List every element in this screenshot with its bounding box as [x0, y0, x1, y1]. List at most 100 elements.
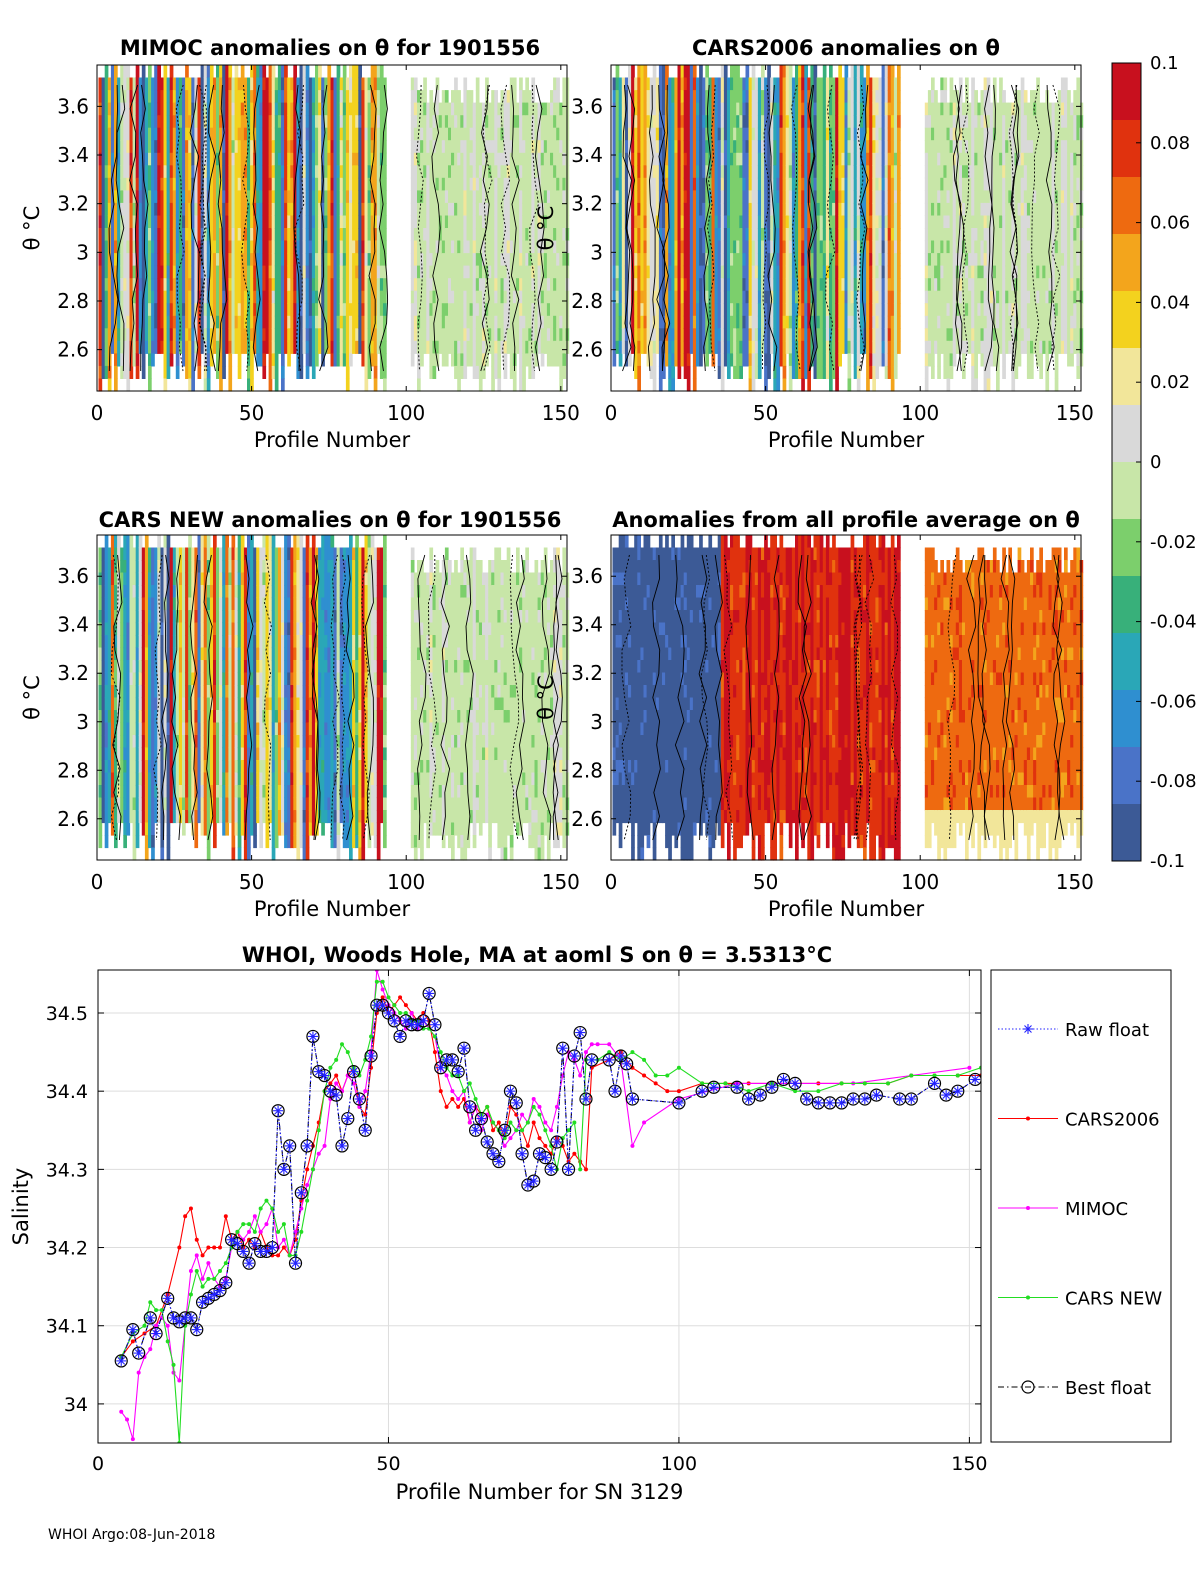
- colorbar-segment: [1112, 576, 1141, 634]
- data-point: [276, 1230, 280, 1234]
- data-point: [627, 1094, 637, 1104]
- y-tick-label: 2.8: [571, 758, 603, 782]
- data-point: [459, 1043, 469, 1053]
- data-point: [305, 1167, 309, 1171]
- colorbar-tick-label: 0: [1150, 452, 1161, 473]
- data-point: [538, 1136, 542, 1140]
- data-point: [497, 1120, 501, 1124]
- series-line: [121, 997, 981, 1357]
- data-point: [654, 1081, 658, 1085]
- data-point: [468, 1120, 472, 1124]
- data-point: [172, 1363, 176, 1367]
- data-point: [189, 1269, 193, 1273]
- data-point: [564, 1164, 574, 1174]
- data-point: [192, 1325, 202, 1335]
- data-point: [445, 1074, 449, 1078]
- data-point: [555, 1105, 559, 1109]
- data-point: [953, 1086, 963, 1096]
- data-point: [311, 1167, 315, 1171]
- legend-marker: [1026, 1296, 1030, 1300]
- data-point: [383, 1008, 393, 1018]
- y-axis-label: θ °C: [534, 206, 558, 251]
- data-point: [569, 1051, 579, 1061]
- colorbar-tick-label: 0.02: [1150, 372, 1190, 393]
- colorbar-tick-label: -0.08: [1150, 771, 1197, 792]
- data-point: [575, 1028, 585, 1038]
- legend-marker: [1026, 1117, 1030, 1121]
- data-point: [837, 1098, 847, 1108]
- data-point: [445, 1105, 449, 1109]
- x-tick-label: 0: [91, 401, 104, 425]
- data-point: [177, 1246, 181, 1250]
- data-point: [677, 1089, 681, 1093]
- data-point: [386, 995, 390, 999]
- series-line: [121, 970, 969, 1439]
- colorbar-segment: [1112, 120, 1141, 178]
- data-point: [840, 1081, 844, 1085]
- data-point: [349, 1067, 359, 1077]
- axes-frame: [98, 970, 981, 1443]
- series-line: [121, 982, 981, 1443]
- data-point: [218, 1269, 222, 1273]
- series-mimoc: [119, 968, 971, 1441]
- data-point: [895, 1094, 905, 1104]
- data-point: [485, 1105, 489, 1109]
- data-point: [189, 1292, 193, 1296]
- data-point: [778, 1074, 788, 1084]
- data-point: [148, 1347, 152, 1351]
- y-tick-label: 34.2: [46, 1238, 88, 1260]
- data-point: [154, 1308, 158, 1312]
- data-point: [930, 1078, 940, 1088]
- chart-title: WHOI, Woods Hole, MA at aoml S on θ = 3.…: [242, 943, 832, 967]
- data-point: [334, 1058, 338, 1062]
- data-point: [395, 1031, 405, 1041]
- y-tick-label: 3.2: [571, 661, 603, 685]
- data-point: [195, 1253, 199, 1257]
- y-tick-label: 3.2: [571, 192, 603, 216]
- data-point: [825, 1098, 835, 1108]
- data-point: [238, 1246, 248, 1256]
- data-point: [116, 1356, 126, 1366]
- data-point: [334, 1074, 338, 1078]
- data-point: [447, 1055, 457, 1065]
- data-point: [363, 1089, 367, 1093]
- x-tick-label: 100: [661, 1453, 697, 1475]
- y-tick-label: 3: [590, 240, 603, 264]
- legend-label: Best float: [1065, 1378, 1151, 1399]
- data-point: [697, 1086, 707, 1096]
- data-point: [558, 1043, 568, 1053]
- y-axis-label: Salinity: [9, 1168, 33, 1246]
- data-point: [250, 1239, 260, 1249]
- legend-label: Raw float: [1065, 1020, 1149, 1041]
- x-axis-label: Profile Number: [254, 428, 411, 452]
- y-tick-label: 3.4: [57, 143, 89, 167]
- data-point: [145, 1313, 155, 1323]
- y-tick-label: 3.6: [571, 564, 603, 588]
- data-point: [665, 1074, 669, 1078]
- data-point: [503, 1144, 507, 1148]
- x-tick-label: 50: [753, 401, 778, 425]
- data-point: [244, 1258, 254, 1268]
- x-tick-label: 150: [951, 1453, 987, 1475]
- y-tick-label: 3.4: [57, 613, 89, 637]
- data-point: [264, 1199, 268, 1203]
- colorbar-tick-label: -0.06: [1150, 691, 1197, 712]
- y-tick-label: 3.6: [571, 94, 603, 118]
- data-point: [848, 1094, 858, 1104]
- colorbar-tick-label: -0.02: [1150, 532, 1197, 553]
- data-point: [543, 1128, 547, 1132]
- data-point: [366, 1051, 376, 1061]
- data-point: [665, 1089, 669, 1093]
- data-point: [456, 1097, 460, 1101]
- data-point: [549, 1128, 553, 1132]
- data-point: [299, 1230, 303, 1234]
- colorbar-segment: [1112, 405, 1141, 463]
- data-point: [482, 1137, 492, 1147]
- y-tick-label: 34.3: [46, 1159, 88, 1181]
- data-point: [195, 1269, 199, 1273]
- data-point: [462, 1089, 466, 1093]
- colorbar-segment: [1112, 462, 1141, 520]
